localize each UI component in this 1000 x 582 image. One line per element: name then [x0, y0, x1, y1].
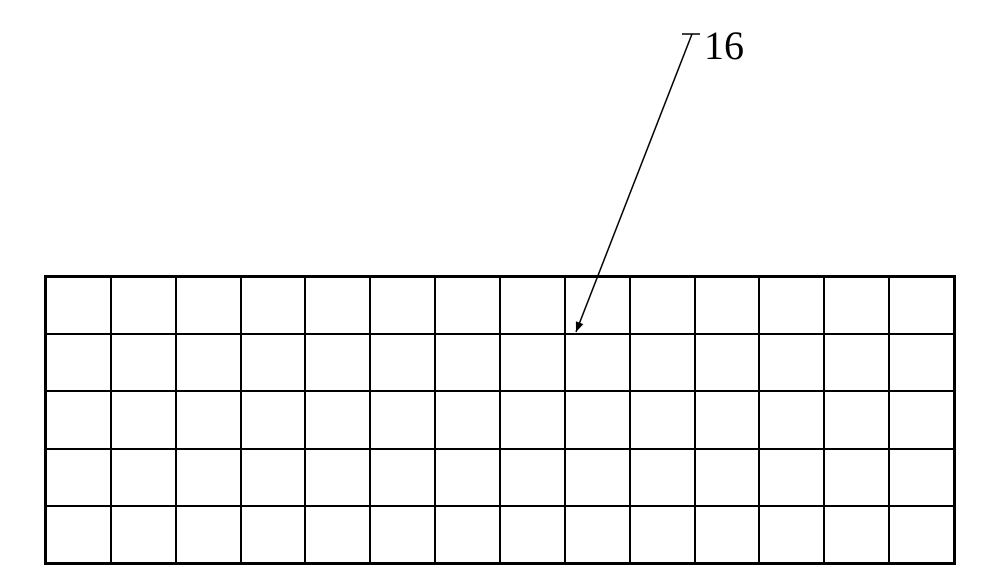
- grid-cell: [630, 449, 695, 506]
- grid-cell: [824, 449, 889, 506]
- grid-cell: [305, 334, 370, 391]
- grid-cell: [111, 391, 176, 448]
- grid-cell: [241, 277, 306, 334]
- grid-cell: [889, 449, 954, 506]
- grid-cell: [695, 334, 760, 391]
- grid-cell: [824, 334, 889, 391]
- grid-cell: [759, 334, 824, 391]
- grid-cell: [241, 449, 306, 506]
- grid-cell: [435, 277, 500, 334]
- grid-cell: [889, 334, 954, 391]
- grid-cell: [630, 391, 695, 448]
- grid-cell: [305, 449, 370, 506]
- grid-cell: [630, 506, 695, 563]
- grid-cell: [370, 391, 435, 448]
- grid-cell: [111, 277, 176, 334]
- grid-cell: [435, 449, 500, 506]
- grid-cell: [46, 277, 111, 334]
- grid-cell: [305, 277, 370, 334]
- grid-cell: [435, 391, 500, 448]
- grid-cell: [176, 277, 241, 334]
- grid-cell: [565, 506, 630, 563]
- grid-cell: [759, 277, 824, 334]
- grid-cell: [46, 506, 111, 563]
- grid-cell: [824, 391, 889, 448]
- grid-cell: [435, 334, 500, 391]
- grid-cell: [370, 449, 435, 506]
- grid-cell: [565, 449, 630, 506]
- grid-cell: [630, 334, 695, 391]
- grid-cell: [889, 277, 954, 334]
- grid-cell: [500, 506, 565, 563]
- grid-cell: [370, 334, 435, 391]
- grid-cell: [111, 506, 176, 563]
- grid-cell: [695, 391, 760, 448]
- grid-cell: [889, 506, 954, 563]
- grid-mesh: [44, 275, 956, 565]
- grid-cell: [46, 449, 111, 506]
- grid-cell: [824, 506, 889, 563]
- grid-cell: [565, 277, 630, 334]
- grid-cell: [695, 449, 760, 506]
- grid-cell: [630, 277, 695, 334]
- grid-cell: [46, 391, 111, 448]
- grid-cell: [435, 506, 500, 563]
- grid-cell: [46, 334, 111, 391]
- grid-cell: [824, 277, 889, 334]
- grid-cell: [500, 277, 565, 334]
- technical-diagram: 16: [0, 0, 1000, 582]
- grid-cell: [241, 334, 306, 391]
- grid-cell: [111, 334, 176, 391]
- grid-cell: [889, 391, 954, 448]
- grid-cell: [759, 506, 824, 563]
- callout-label: 16: [704, 22, 744, 69]
- grid-cell: [370, 506, 435, 563]
- grid-cell: [176, 449, 241, 506]
- grid-cell: [565, 334, 630, 391]
- grid-cell: [241, 391, 306, 448]
- grid-cell: [176, 391, 241, 448]
- grid-cell: [695, 277, 760, 334]
- grid-cell: [305, 506, 370, 563]
- grid-cell: [500, 391, 565, 448]
- grid-cell: [759, 449, 824, 506]
- grid-cell: [111, 449, 176, 506]
- grid-cell: [695, 506, 760, 563]
- grid-cell: [759, 391, 824, 448]
- grid-cell: [500, 449, 565, 506]
- grid-cell: [241, 506, 306, 563]
- grid-cell: [500, 334, 565, 391]
- grid-cell: [305, 391, 370, 448]
- grid-cell: [176, 334, 241, 391]
- grid-cell: [176, 506, 241, 563]
- grid-cell: [565, 391, 630, 448]
- grid-cell: [370, 277, 435, 334]
